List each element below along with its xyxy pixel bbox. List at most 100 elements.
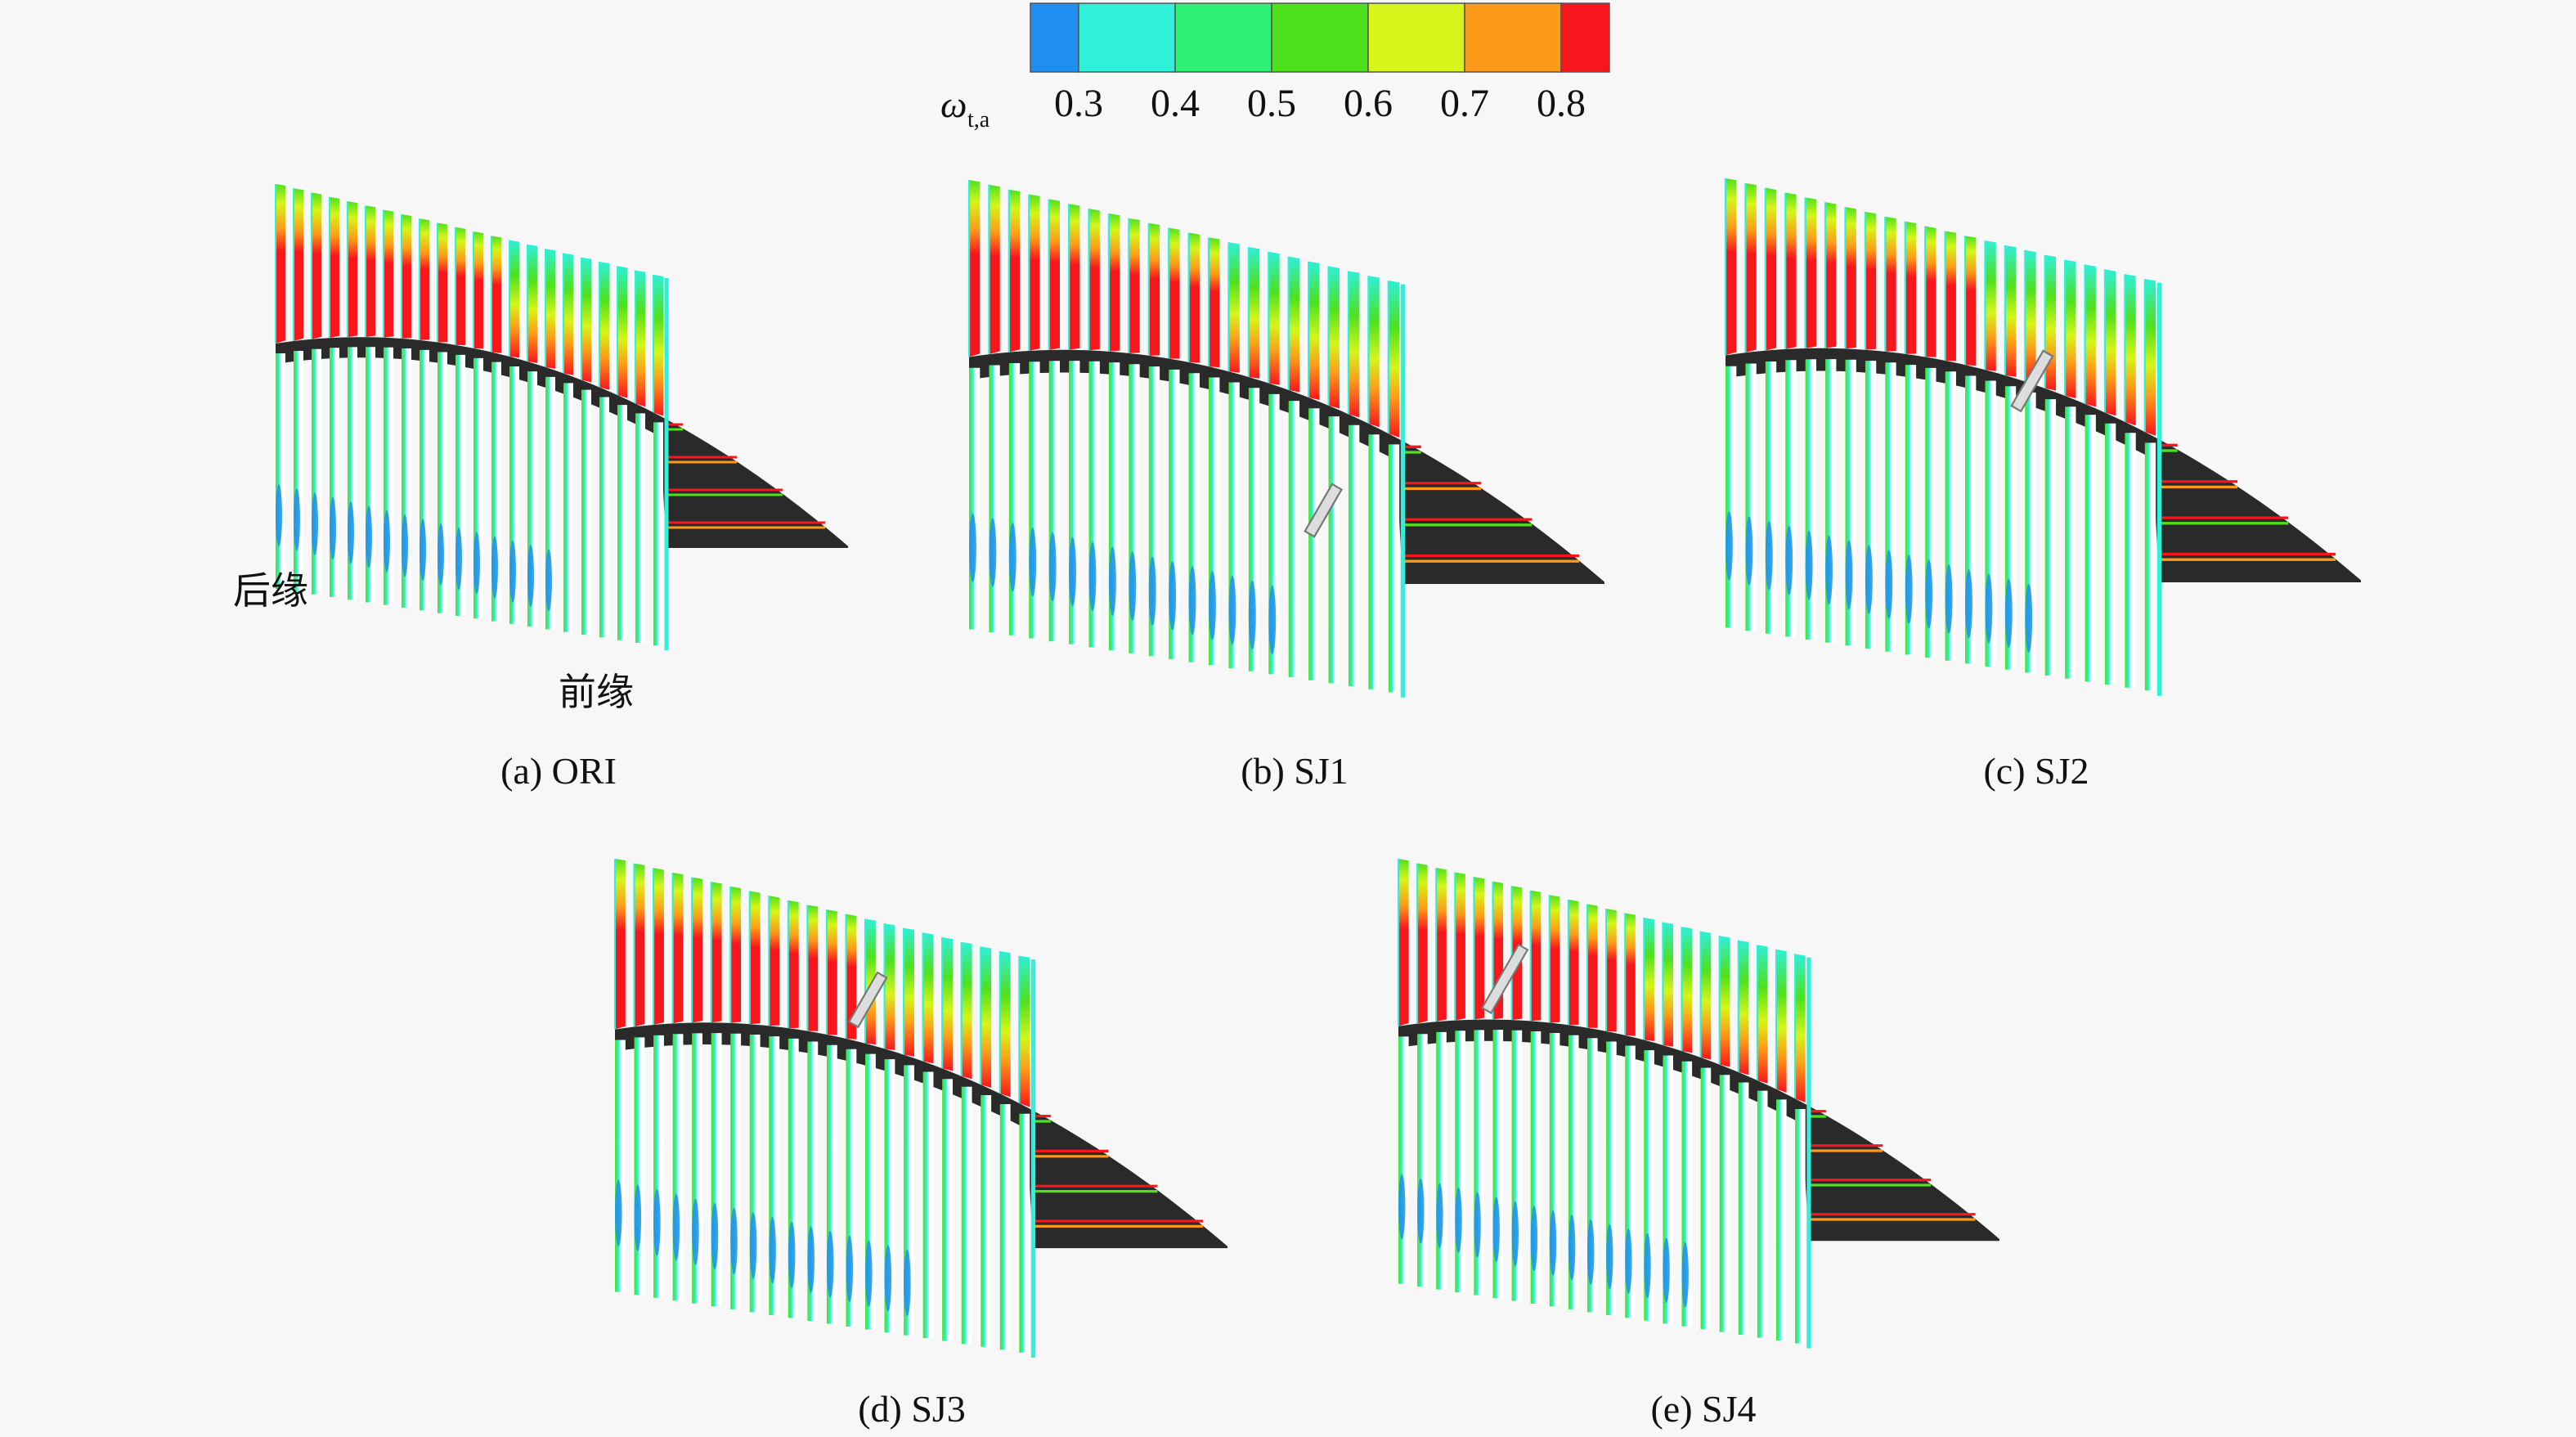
low-region: [1008, 523, 1016, 592]
upper-slice: [581, 257, 591, 383]
lower-slice: [1417, 1034, 1428, 1287]
lower-slice: [1738, 1082, 1749, 1336]
low-region: [276, 484, 282, 546]
upper-slice: [749, 891, 761, 1025]
upper-slice: [330, 196, 339, 339]
lower-slice: [969, 367, 981, 630]
lower-slice: [999, 1104, 1011, 1350]
upper-slice: [599, 262, 609, 390]
lower-slice: [1700, 1067, 1712, 1330]
lower-slice: [2085, 415, 2096, 682]
low-region: [749, 1212, 757, 1279]
upper-slice: [2044, 254, 2057, 391]
panel-caption: (d) SJ3: [858, 1388, 966, 1430]
lower-slice: [1436, 1031, 1447, 1290]
low-region: [1188, 566, 1196, 635]
lower-slice: [692, 1033, 702, 1304]
colorbar-tick-label: 0.3: [1054, 82, 1103, 125]
lower-slice: [1308, 408, 1320, 680]
low-region: [1845, 540, 1853, 610]
low-region: [1606, 1224, 1613, 1290]
low-region: [1474, 1192, 1481, 1258]
lower-slice: [312, 348, 321, 595]
upper-slice: [999, 950, 1011, 1098]
upper-slice: [2085, 264, 2096, 407]
upper-slice: [653, 274, 663, 416]
low-region: [527, 545, 534, 608]
low-region: [509, 540, 516, 603]
lower-slice: [330, 348, 339, 597]
lower-slice: [2065, 406, 2076, 679]
upper-slice: [1925, 226, 1936, 357]
upper-slice: [2025, 249, 2036, 384]
upper-slice: [2004, 245, 2017, 377]
upper-slice: [981, 946, 992, 1088]
low-region: [330, 496, 336, 559]
upper-slice: [1985, 240, 1996, 371]
upper-slice: [2104, 269, 2116, 416]
low-region: [1765, 521, 1773, 591]
upper-slice: [826, 909, 837, 1035]
low-region: [634, 1184, 642, 1251]
upper-slice: [969, 180, 981, 357]
upper-slice: [1745, 182, 1757, 353]
color-band: [1367, 2, 1465, 73]
low-region: [1785, 526, 1793, 595]
low-region: [884, 1245, 892, 1312]
upper-slice: [922, 932, 934, 1064]
low-region: [1228, 575, 1236, 645]
low-region: [2025, 583, 2033, 653]
lower-slice: [348, 347, 357, 600]
upper-slice: [1368, 276, 1380, 428]
contour-panel: [1724, 178, 2361, 696]
colorbar-tick-label: 0.8: [1537, 82, 1586, 125]
upper-slice: [942, 937, 954, 1071]
low-region: [1568, 1215, 1576, 1281]
low-region: [807, 1226, 815, 1293]
lower-slice: [1776, 1099, 1787, 1341]
blade: [1398, 1019, 1999, 1242]
low-region: [711, 1203, 719, 1270]
low-region: [969, 513, 976, 582]
low-region: [1069, 537, 1076, 607]
upper-slice: [1288, 256, 1300, 393]
low-region: [1209, 570, 1216, 640]
lower-slice: [1805, 359, 1816, 640]
upper-slice: [1417, 863, 1428, 1024]
low-region: [420, 519, 426, 582]
jet-slot: [1304, 483, 1344, 538]
upper-slice: [769, 896, 780, 1026]
low-region: [1549, 1210, 1557, 1276]
upper-slice: [617, 266, 627, 398]
lower-slice: [2125, 433, 2136, 688]
colorbar-tick-label: 0.5: [1247, 82, 1296, 125]
blade: [1726, 348, 2361, 582]
upper-slice: [730, 886, 742, 1023]
upper-slice: [1474, 877, 1484, 1020]
upper-slice: [1268, 251, 1280, 385]
upper-slice: [1765, 187, 1777, 351]
color-band: [1560, 2, 1610, 73]
upper-slice: [634, 863, 645, 1027]
low-region: [473, 532, 480, 595]
low-region: [692, 1198, 699, 1265]
panel-caption: (c) SJ2: [1983, 750, 2089, 792]
upper-slice: [1188, 232, 1200, 363]
upper-slice: [1308, 261, 1320, 401]
upper-slice: [2144, 279, 2156, 436]
low-region: [904, 1249, 911, 1317]
panel-caption: (a) ORI: [500, 750, 617, 792]
upper-slice: [1785, 192, 1797, 349]
upper-slice: [1625, 913, 1636, 1036]
low-region: [1644, 1233, 1651, 1299]
low-region: [1455, 1188, 1462, 1253]
low-region: [1108, 546, 1116, 616]
upper-slice: [402, 213, 411, 339]
low-region: [1169, 561, 1177, 631]
lower-slice: [1785, 360, 1797, 637]
upper-slice: [1048, 199, 1060, 350]
color-band: [1174, 2, 1272, 73]
upper-slice: [1436, 868, 1447, 1022]
